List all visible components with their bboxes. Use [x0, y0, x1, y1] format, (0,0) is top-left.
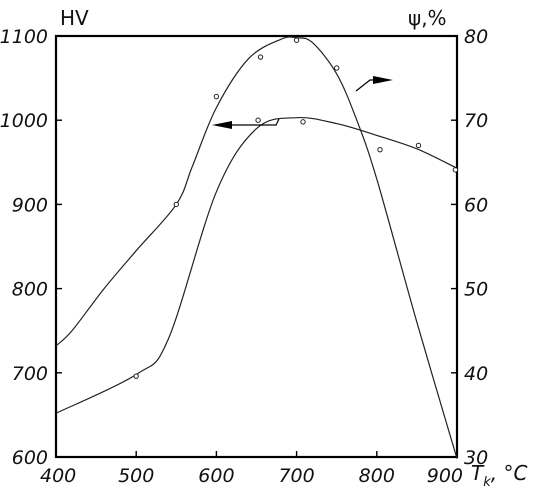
right-tick-label: 60: [464, 194, 488, 216]
left-axis-series-line: [55, 116, 458, 414]
right-axis-arrow: [355, 76, 393, 92]
right-axis-data-point: [334, 65, 340, 71]
curve-group: [55, 36, 458, 459]
left-tick-label: 1100: [0, 26, 48, 48]
left-axis-data-point: [133, 373, 139, 379]
left-tick-label: 1000: [0, 110, 48, 132]
x-axis-title-main: T: [471, 461, 485, 485]
left-axis-data-point: [452, 167, 459, 173]
right-axis-data-point: [213, 93, 220, 100]
right-axis-data-point: [173, 201, 180, 208]
marker-group: [133, 37, 459, 379]
x-axis-title-unit: , °C: [491, 461, 528, 485]
left-axis-title: HV: [60, 6, 89, 30]
right-tick-label: 50: [464, 279, 488, 301]
right-axis-title: ψ,%: [408, 6, 447, 30]
left-tick-label: 800: [12, 279, 48, 301]
right-tick-label: 30: [464, 447, 488, 469]
right-axis-data-point: [377, 146, 383, 153]
x-tick-label: 500: [118, 465, 154, 487]
tick-group: 400 500 600 700 800 900 600 700 800 900 1000 1100 30…: [0, 26, 488, 487]
left-tick-label: 900: [12, 194, 48, 216]
right-axis-data-point: [293, 37, 300, 43]
left-axis-data-point: [415, 142, 422, 149]
x-axis-title: Tk, °C: [471, 461, 527, 490]
right-tick-label: 70: [464, 110, 488, 132]
left-axis-data-point: [255, 117, 261, 123]
left-tick-label: 600: [12, 447, 48, 469]
right-tick-label: 40: [464, 363, 488, 385]
x-tick-label: 700: [278, 465, 314, 487]
x-tick-label: 600: [198, 465, 234, 487]
x-tick-label: 400: [40, 465, 76, 487]
right-tick-label: 80: [464, 26, 488, 48]
left-axis-data-point: [300, 119, 306, 125]
left-tick-label: 700: [12, 363, 48, 385]
left-axis-arrow: [212, 118, 280, 129]
x-axis-title-subscript: k: [483, 475, 491, 490]
x-tick-label: 900: [427, 465, 463, 487]
x-tick-label: 800: [359, 465, 395, 487]
right-axis-data-point: [257, 54, 264, 60]
plot-frame: [54, 34, 459, 459]
right-axis-series-line: [55, 36, 458, 459]
